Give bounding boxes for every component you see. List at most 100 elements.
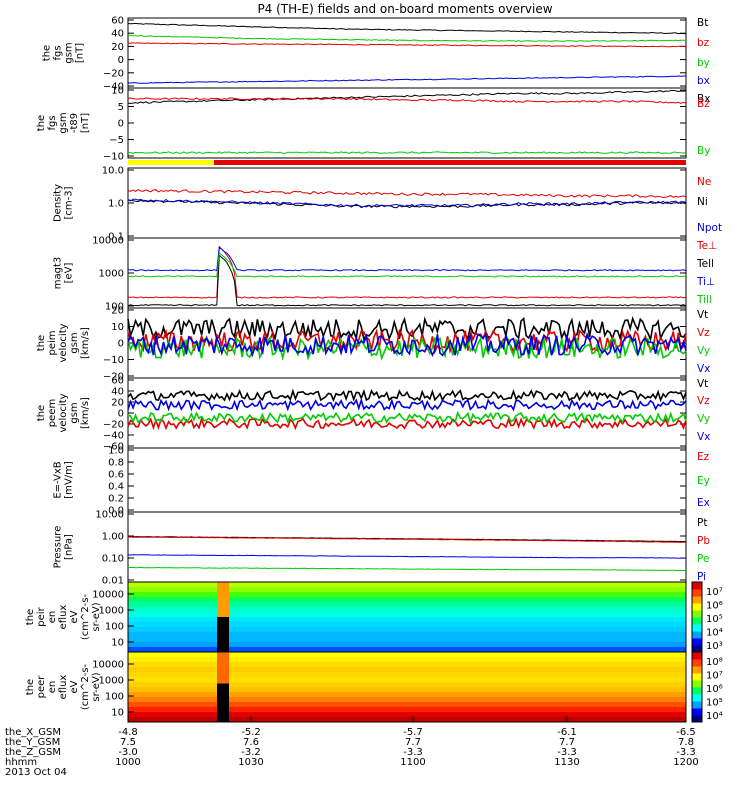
ytick-label: 1.00	[102, 532, 124, 543]
legend-entry: bx	[697, 75, 710, 87]
spectrogram	[128, 652, 686, 723]
spectrogram	[128, 582, 686, 653]
panel-3: Density [cm-3] 10.0 1.0 0.1 Ne Ni Npot	[53, 166, 723, 243]
legend-entry: Vz	[697, 327, 710, 339]
mode-bar-slow	[128, 160, 214, 165]
panel-10: the peer en eflux eV (cm^2-s-sr-eV)10000 1000 1…	[25, 651, 723, 723]
spectrogram-band	[128, 612, 686, 618]
ytick-label: −40	[103, 431, 124, 442]
xaxis-value: 1000	[115, 757, 140, 768]
colorbar-step	[692, 638, 702, 646]
ytick-label: 10	[111, 708, 124, 719]
series-line	[127, 416, 687, 431]
spectrogram-band	[128, 657, 686, 663]
legend-entry: Npot	[697, 222, 722, 234]
ylabel-line: eflux	[58, 605, 69, 630]
xaxis-value: -6.1	[557, 727, 577, 738]
ytick-label: 60	[111, 16, 124, 27]
colorbar-step	[692, 687, 702, 695]
series-line	[127, 554, 687, 559]
series-line	[128, 34, 687, 43]
colorbar-step	[692, 589, 702, 597]
panel-frame	[127, 377, 687, 449]
ylabel-line: E=-VxB	[53, 461, 64, 498]
xaxis-row-label: the_Z_GSM	[5, 747, 61, 758]
xaxis-value: -6.5	[676, 727, 696, 738]
ytick-label: 60	[111, 376, 124, 387]
xaxis-value: -3.3	[676, 747, 696, 758]
ylabel-line: eflux	[58, 675, 69, 700]
legend-entry: Vz	[697, 395, 710, 407]
xaxis-value: -3.2	[241, 747, 261, 758]
legend-entry: Bz	[697, 98, 710, 110]
xaxis-value: 1100	[400, 757, 425, 768]
colorbar: 10⁷ 10⁶ 10⁵ 10⁴ 10³	[691, 581, 723, 653]
spectrogram-band	[128, 677, 686, 683]
xaxis-value: 7.6	[243, 737, 259, 748]
series-line	[127, 566, 686, 571]
ylabel-line: velocity	[58, 393, 69, 432]
ylabel-line: [km/s]	[80, 327, 91, 359]
panel-ylabel: E=-VxB [mV/m]	[53, 461, 75, 499]
series-line	[127, 246, 687, 299]
colorbar-label: 10⁵	[706, 698, 723, 709]
spectrogram-gap-black	[217, 617, 229, 652]
panel-legend: Pt Pb Pe Pi	[697, 517, 710, 583]
series-line	[127, 22, 687, 35]
panel-legend: Ez Ey Ex	[697, 451, 710, 509]
ytick-label: −20	[103, 420, 124, 431]
colorbar-label: 10⁵	[706, 614, 723, 625]
figure-title: P4 (TH-E) fields and on-board moments ov…	[257, 2, 552, 16]
ylabel-line: the	[25, 609, 36, 625]
xaxis-value: 1130	[554, 757, 579, 768]
ytick-label: −60	[103, 442, 124, 453]
spectrogram-gap-black	[217, 683, 229, 722]
ylabel-line: gsm	[69, 332, 80, 353]
ylabel-line: gsm	[69, 402, 80, 423]
colorbar-step	[692, 715, 702, 723]
ytick-label: −20	[103, 372, 124, 383]
legend-entry: Bt	[697, 17, 708, 29]
ylabel-line: the	[25, 679, 36, 695]
xaxis-value: 7.8	[678, 737, 694, 748]
xaxis-value: -3.3	[403, 747, 423, 758]
spectrogram-band	[128, 602, 686, 608]
legend-entry: Ey	[697, 475, 710, 487]
series-line	[127, 536, 686, 543]
ytick-label: 20	[111, 398, 124, 409]
legend-entry: Ti⊥	[696, 276, 715, 288]
ylabel-line: fgs	[47, 115, 58, 130]
colorbar-step	[692, 596, 702, 604]
ylabel-line: eV	[69, 610, 80, 623]
legend-entry: Tell	[696, 258, 714, 270]
spectrogram-band	[128, 592, 686, 598]
ylabel-line: en	[47, 681, 58, 694]
panel-4: magt3 [eV] 10000 1000 100 Te⊥ Tell Ti⊥ Till	[53, 236, 718, 313]
spectrogram-band	[128, 652, 686, 658]
colorbar-label: 10⁴	[706, 628, 723, 639]
ytick-label: 0.2	[108, 494, 124, 505]
ytick-label: 40	[111, 29, 124, 40]
ytick-label: 0.1	[108, 232, 124, 243]
ytick-label: 1000	[99, 676, 124, 687]
ytick-label: −40	[103, 82, 124, 93]
ytick-label: 1.0	[108, 199, 124, 210]
panel-1: the fgs gsm [nT] 60 40 20 0 −20 −40 Bt bz by bx	[42, 16, 710, 93]
ytick-label: 40	[111, 387, 124, 398]
legend-entry: Ex	[697, 497, 710, 509]
series-line	[127, 388, 687, 403]
ylabel-line: peim	[47, 330, 58, 355]
ytick-label: 100	[105, 302, 124, 313]
ytick-label: 0.0	[108, 506, 124, 517]
ytick-label: 0.8	[108, 458, 124, 469]
ytick-label: 10.0	[102, 166, 124, 177]
colorbar-step	[692, 645, 702, 653]
xaxis-value: -3.0	[118, 747, 138, 758]
legend-entry: Ne	[697, 176, 711, 188]
ytick-label: 0	[118, 409, 124, 420]
spectrogram-band	[128, 667, 686, 673]
xaxis-date: 2013 Oct 04	[5, 767, 67, 778]
spectrogram-band	[128, 632, 686, 638]
colorbar: 10⁸ 10⁷ 10⁶ 10⁵ 10⁴	[691, 651, 723, 723]
